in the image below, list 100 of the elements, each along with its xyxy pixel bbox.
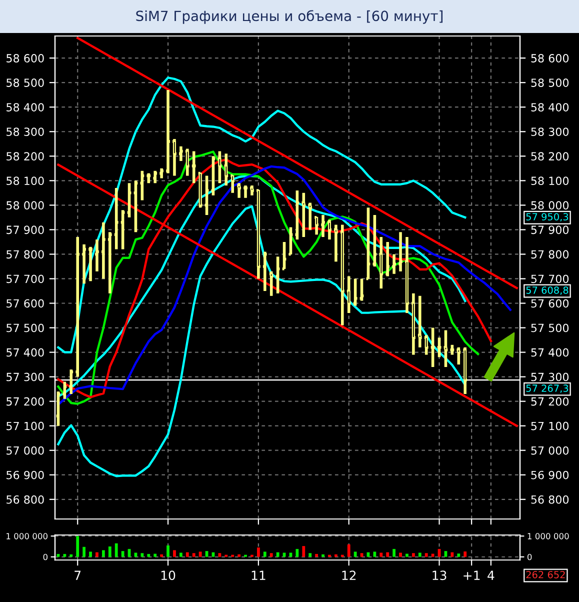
x-tick-label: 4 bbox=[488, 570, 494, 580]
bar bbox=[263, 552, 266, 557]
bar bbox=[386, 552, 390, 557]
y2-tick-label: 57 700 bbox=[531, 274, 569, 284]
y-tick-label: 58 100 bbox=[6, 176, 44, 186]
bar bbox=[424, 553, 428, 557]
y-tick-label: 58 300 bbox=[6, 128, 44, 136]
bar bbox=[179, 552, 182, 557]
y-tick-label: 57 300 bbox=[6, 372, 44, 382]
x-tick-label: 13 bbox=[432, 570, 446, 580]
bar bbox=[406, 554, 408, 557]
y2-tick-label: 57 600 bbox=[531, 299, 569, 308]
bar bbox=[315, 554, 318, 557]
bar bbox=[289, 552, 292, 557]
y2-tick-label: 57 200 bbox=[531, 397, 569, 406]
y-tick-label: 57 800 bbox=[6, 250, 44, 259]
y-tick-label: 58 600 bbox=[6, 54, 44, 62]
y2-tick-label: 56 900 bbox=[531, 470, 569, 480]
bar bbox=[360, 553, 364, 557]
line-series bbox=[57, 76, 466, 354]
bar bbox=[192, 553, 196, 557]
bar bbox=[108, 546, 112, 557]
y2-tick-label: 58 600 bbox=[531, 54, 569, 62]
y-tick-label: 57 000 bbox=[6, 446, 44, 455]
bar bbox=[296, 548, 299, 557]
y-tick-label: 58 400 bbox=[6, 103, 44, 112]
bar bbox=[160, 554, 164, 557]
bar bbox=[334, 554, 338, 557]
bar bbox=[218, 553, 222, 557]
bar bbox=[392, 548, 396, 557]
y-tick-label: 0 bbox=[43, 554, 48, 560]
y-tick-label: 58 500 bbox=[6, 78, 44, 87]
bar bbox=[282, 552, 286, 557]
y2-tick-label: 0 bbox=[527, 554, 532, 560]
bar bbox=[154, 554, 157, 557]
y-tick-label: 57 100 bbox=[6, 422, 44, 430]
bar bbox=[399, 552, 402, 557]
chart-title: SiM7 Графики цены и объема - [60 минут] bbox=[136, 10, 443, 24]
bar bbox=[76, 536, 80, 557]
x-tick-label: 12 bbox=[342, 570, 356, 580]
bar bbox=[147, 554, 150, 557]
x-tick-label: 7 bbox=[74, 570, 81, 580]
y-tick-label: 57 600 bbox=[6, 299, 44, 308]
y-tick-label: 58 000 bbox=[6, 201, 44, 210]
y2-tick-label: 57 000 bbox=[531, 446, 569, 455]
bar bbox=[198, 552, 202, 557]
bar bbox=[431, 554, 434, 557]
bar bbox=[308, 553, 312, 557]
bar bbox=[63, 554, 66, 557]
bar bbox=[121, 551, 124, 557]
y2-tick-label: 57 400 bbox=[531, 348, 569, 357]
y-tick-label: 57 900 bbox=[6, 226, 44, 234]
y2-tick-label: 57 900 bbox=[531, 226, 569, 234]
y2-tick-label: 57 100 bbox=[531, 422, 569, 430]
y-tick-label: 58 200 bbox=[6, 152, 44, 161]
text: 262 652 bbox=[526, 570, 565, 578]
bar bbox=[373, 552, 376, 557]
bar bbox=[238, 554, 241, 557]
bar bbox=[140, 553, 144, 557]
y2-tick-label: 58 000 bbox=[531, 201, 569, 210]
bar bbox=[82, 546, 86, 557]
bar bbox=[186, 552, 189, 557]
y2-tick-label: 1 000 000 bbox=[528, 533, 569, 540]
bar bbox=[102, 550, 105, 557]
bar bbox=[380, 552, 383, 557]
y-tick-label: 1 000 000 bbox=[6, 533, 48, 540]
bar bbox=[347, 544, 350, 557]
line-series bbox=[76, 36, 518, 290]
y2-tick-label: 58 400 bbox=[531, 103, 569, 112]
y2-tick-label: 58 200 bbox=[531, 152, 569, 161]
y-tick-label: 57 400 bbox=[6, 348, 44, 357]
y2-tick-label: 58 300 bbox=[531, 128, 569, 136]
bar bbox=[412, 553, 415, 557]
line-series bbox=[57, 205, 466, 478]
bar bbox=[114, 543, 118, 557]
bar bbox=[89, 552, 92, 557]
bar bbox=[322, 554, 324, 557]
bar bbox=[173, 550, 176, 557]
y2-tick-label: 57 300 bbox=[531, 372, 569, 382]
text: 57 950,3 bbox=[526, 213, 568, 222]
y-tick-label: 57 700 bbox=[6, 274, 44, 284]
bar bbox=[256, 548, 260, 557]
bar bbox=[450, 552, 454, 557]
bar bbox=[464, 551, 467, 557]
bar bbox=[302, 546, 306, 557]
y-tick-label: 57 200 bbox=[6, 397, 44, 406]
bar bbox=[276, 552, 280, 557]
bar bbox=[354, 552, 357, 557]
bar bbox=[270, 553, 273, 557]
y2-tick-label: 58 500 bbox=[531, 78, 569, 87]
bar bbox=[457, 554, 460, 557]
y-tick-label: 56 900 bbox=[6, 470, 44, 480]
bar bbox=[166, 545, 170, 557]
x-tick-label: 10 bbox=[161, 570, 176, 580]
x-tick-label: +1 bbox=[464, 570, 480, 580]
y-tick-label: 57 500 bbox=[6, 324, 44, 332]
text: 57 267,3 bbox=[526, 384, 568, 393]
y2-tick-label: 58 100 bbox=[531, 176, 569, 186]
bar bbox=[134, 552, 138, 557]
bar bbox=[70, 554, 73, 557]
